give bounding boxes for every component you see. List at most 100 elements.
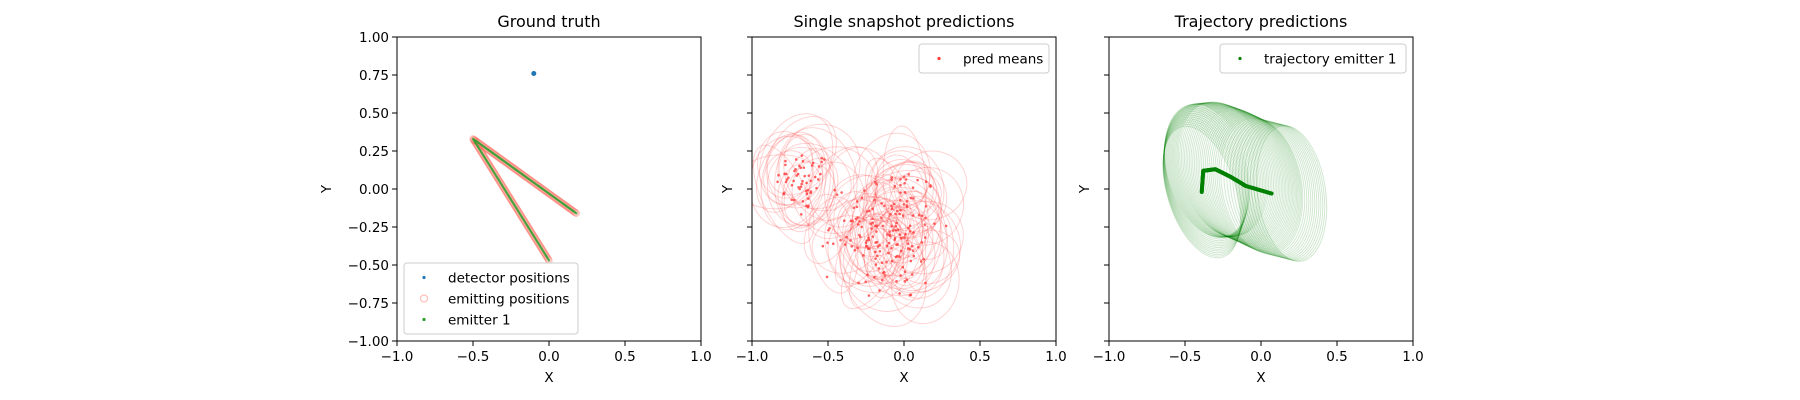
trajectory-ellipse bbox=[1172, 102, 1264, 238]
chart-title: Trajectory predictions bbox=[1174, 12, 1348, 31]
trajectory-ellipse bbox=[1187, 105, 1279, 241]
trajectory-ellipse bbox=[1193, 107, 1285, 244]
pred-mean-point bbox=[898, 233, 902, 236]
pred-mean-point bbox=[813, 175, 817, 179]
prediction-ellipse bbox=[834, 198, 898, 288]
pred-mean-point bbox=[929, 185, 932, 188]
pred-mean-point bbox=[911, 249, 915, 253]
pred-mean-point bbox=[898, 212, 902, 216]
trajectory-ellipse bbox=[1208, 113, 1296, 250]
emitting-position-marker bbox=[526, 227, 535, 235]
pred-mean-point bbox=[920, 214, 924, 217]
prediction-ellipse bbox=[827, 196, 907, 285]
pred-mean-point bbox=[907, 172, 911, 176]
pred-mean-point bbox=[901, 265, 905, 269]
emitting-position-marker bbox=[479, 142, 488, 150]
pred-mean-point bbox=[825, 275, 829, 279]
emitting-position-marker bbox=[510, 201, 518, 209]
emitting-position-marker bbox=[488, 166, 497, 174]
y-tick-label: 1.00 bbox=[359, 30, 389, 46]
pred-mean-point bbox=[863, 189, 866, 192]
pred-mean-point bbox=[777, 173, 780, 177]
pred-mean-point bbox=[793, 169, 796, 173]
trajectory-ellipse bbox=[1175, 101, 1267, 238]
emitting-position-marker bbox=[527, 177, 536, 185]
emitting-position-marker bbox=[536, 242, 544, 250]
legend-marker bbox=[422, 317, 426, 322]
emitting-position-marker bbox=[504, 191, 513, 200]
emitting-position-marker bbox=[532, 236, 541, 244]
pred-mean-point bbox=[805, 192, 809, 196]
pred-mean-point bbox=[896, 254, 899, 258]
emitting-position-marker bbox=[528, 230, 537, 238]
emitting-position-marker bbox=[518, 170, 526, 178]
emitting-position-marker bbox=[490, 169, 499, 177]
trajectory-ellipse bbox=[1176, 101, 1268, 237]
pred-mean-point bbox=[809, 179, 813, 183]
prediction-ellipse bbox=[891, 241, 960, 325]
pred-mean-point bbox=[887, 241, 891, 245]
emitting-position-marker bbox=[469, 135, 477, 143]
pred-mean-point bbox=[870, 227, 873, 230]
emitting-position-marker bbox=[496, 154, 504, 162]
prediction-ellipse bbox=[752, 135, 824, 228]
emitting-position-marker bbox=[491, 151, 500, 159]
emitting-position-marker bbox=[483, 145, 491, 153]
trajectory-ellipse bbox=[1171, 102, 1262, 238]
pred-mean-point bbox=[873, 275, 876, 279]
pred-mean-point bbox=[792, 179, 795, 183]
x-tick-label: −0.5 bbox=[1169, 349, 1202, 365]
trajectory-ellipse bbox=[1226, 119, 1308, 256]
pred-mean-point bbox=[903, 270, 907, 273]
pred-mean-point bbox=[933, 222, 936, 225]
prediction-ellipse bbox=[826, 174, 888, 240]
emitting-position-marker bbox=[515, 168, 524, 177]
emitting-position-marker bbox=[478, 150, 487, 158]
pred-mean-point bbox=[785, 172, 788, 176]
pred-mean-point bbox=[893, 184, 897, 188]
legend-box bbox=[403, 262, 579, 335]
pred-mean-point bbox=[907, 226, 910, 230]
emitting-position-marker bbox=[490, 168, 498, 176]
emitting-position-marker bbox=[482, 156, 490, 164]
prediction-ellipse bbox=[838, 213, 925, 312]
trajectory-ellipse bbox=[1162, 125, 1241, 259]
pred-mean-point bbox=[904, 178, 908, 181]
emitting-position-marker bbox=[525, 224, 533, 232]
emitting-position-marker bbox=[485, 146, 494, 155]
emitting-position-marker bbox=[512, 204, 520, 212]
pred-mean-point bbox=[803, 174, 807, 178]
pred-mean-point bbox=[909, 196, 913, 200]
prediction-ellipse bbox=[873, 159, 928, 212]
emitting-position-marker bbox=[520, 172, 529, 180]
pred-mean-point bbox=[908, 224, 912, 228]
trajectory-ellipse bbox=[1244, 122, 1320, 260]
emitting-position-marker bbox=[524, 223, 532, 231]
prediction-ellipse bbox=[863, 206, 915, 280]
legend-label: emitting positions bbox=[448, 292, 569, 308]
pred-mean-point bbox=[785, 178, 789, 181]
pred-mean-point bbox=[793, 198, 796, 202]
emitting-position-marker bbox=[535, 182, 544, 191]
emitting-position-marker bbox=[478, 141, 487, 150]
emitting-position-marker bbox=[499, 156, 507, 165]
prediction-ellipse bbox=[874, 161, 948, 235]
emitting-position-marker bbox=[516, 169, 525, 177]
pred-mean-point bbox=[866, 273, 869, 277]
emitting-position-marker bbox=[492, 171, 500, 180]
emitting-position-marker bbox=[488, 148, 496, 157]
pred-mean-point bbox=[909, 259, 913, 263]
emitting-position-marker bbox=[525, 175, 533, 183]
emitting-position-marker bbox=[517, 212, 525, 220]
emitting-position-marker bbox=[537, 243, 545, 251]
pred-mean-point bbox=[912, 254, 916, 258]
emitting-position-marker bbox=[561, 201, 569, 209]
pred-mean-point bbox=[797, 186, 800, 189]
pred-mean-point bbox=[849, 219, 853, 223]
emitting-position-marker bbox=[483, 145, 492, 154]
emitting-position-marker bbox=[564, 203, 572, 211]
emitting-position-marker bbox=[533, 238, 542, 246]
pred-mean-point bbox=[886, 233, 889, 236]
emitting-position-marker bbox=[548, 192, 556, 200]
emitting-position-marker bbox=[511, 165, 519, 173]
